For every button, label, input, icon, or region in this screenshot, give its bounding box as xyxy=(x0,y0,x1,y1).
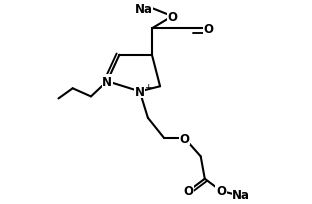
Text: O: O xyxy=(167,11,177,23)
Text: Na: Na xyxy=(232,188,250,202)
Text: +: + xyxy=(144,82,151,91)
Text: O: O xyxy=(204,23,214,36)
Text: O: O xyxy=(179,132,189,145)
Text: N: N xyxy=(135,85,145,98)
Text: O: O xyxy=(216,185,226,197)
Text: O: O xyxy=(183,185,193,197)
Text: N: N xyxy=(102,75,112,88)
Text: Na: Na xyxy=(135,2,153,16)
